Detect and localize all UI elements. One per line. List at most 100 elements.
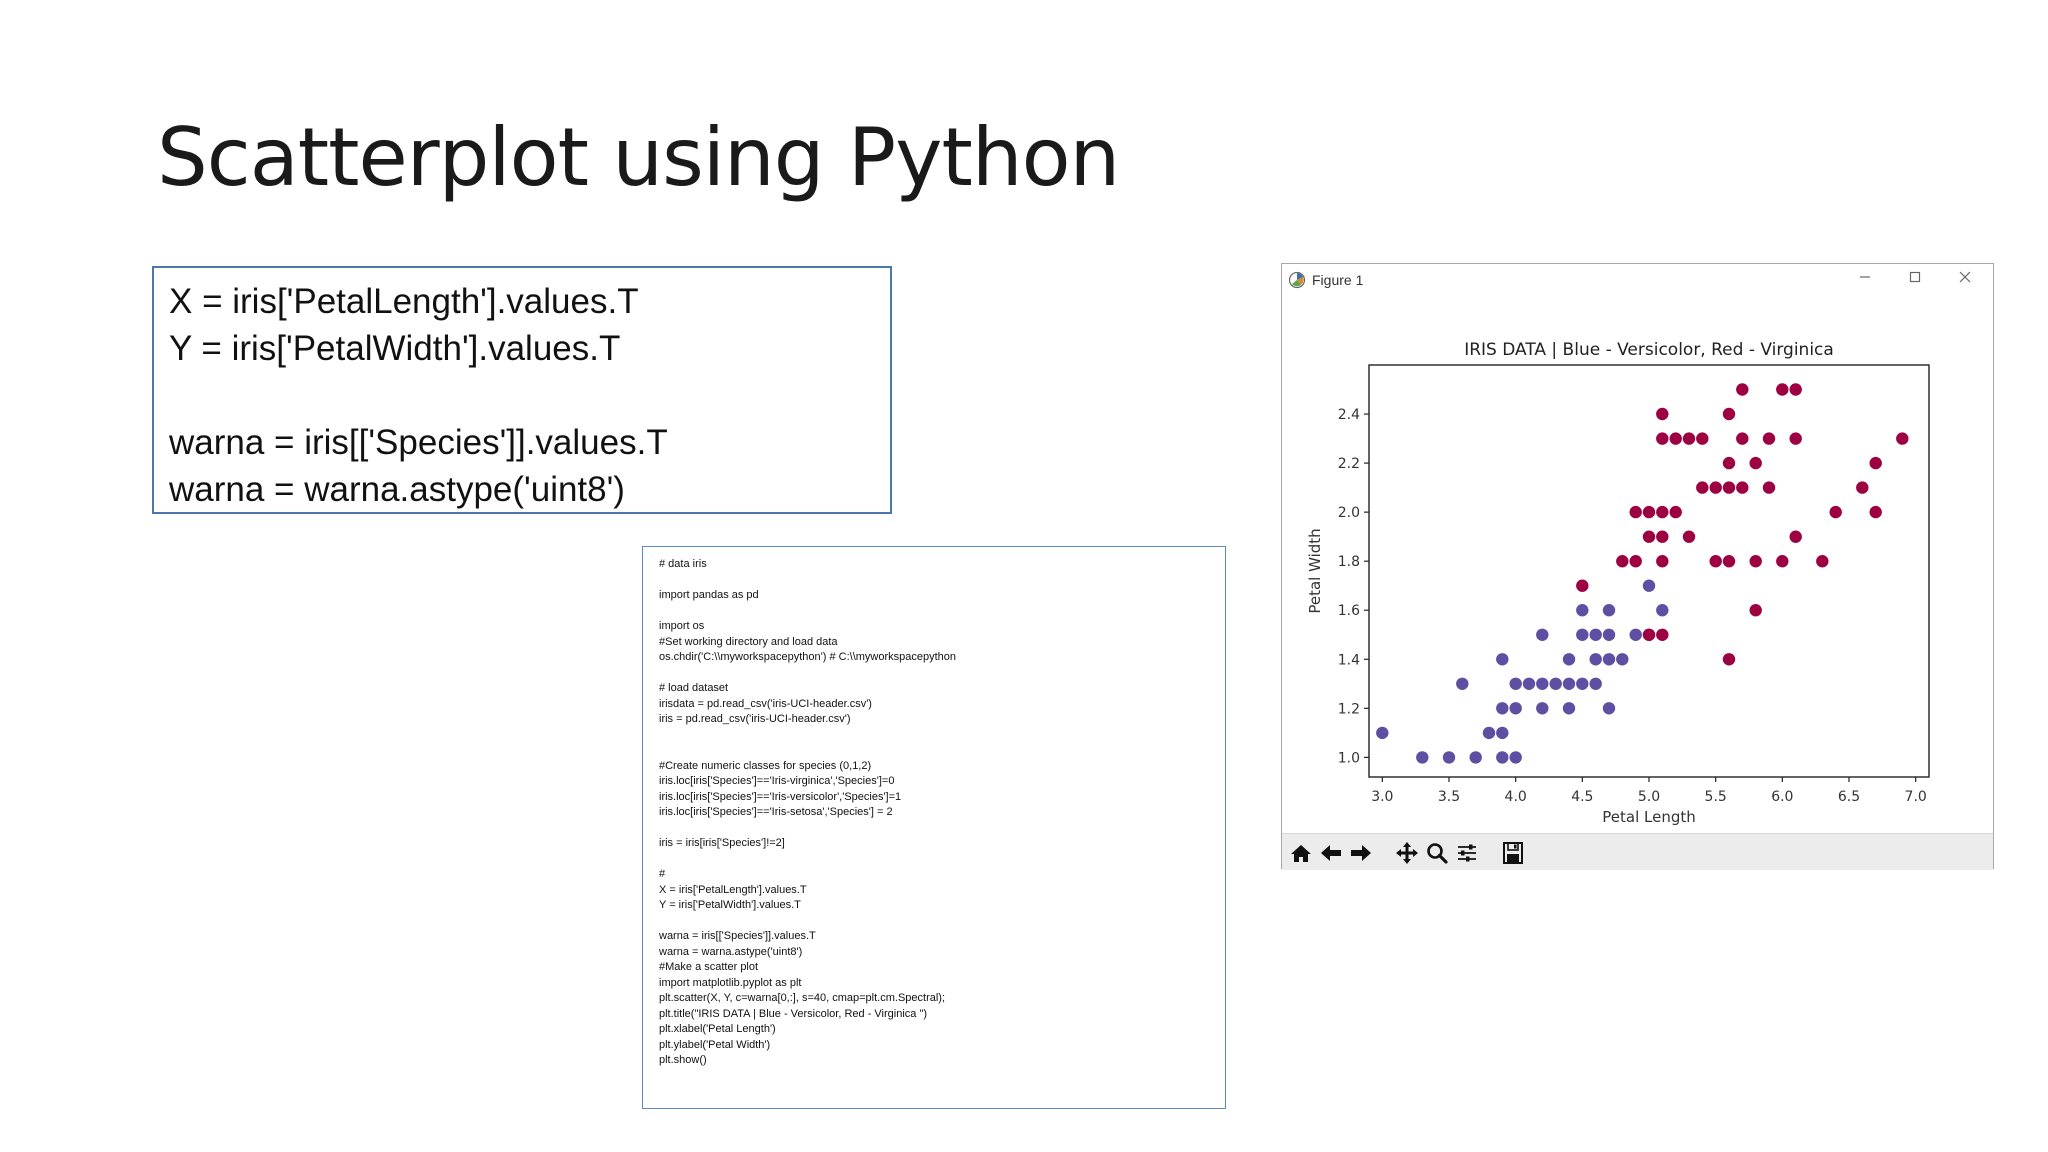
back-arrow-icon	[1321, 845, 1341, 861]
forward-button[interactable]	[1346, 839, 1376, 867]
maximize-button[interactable]	[1892, 267, 1938, 291]
home-button[interactable]	[1286, 839, 1316, 867]
data-point	[1496, 726, 1509, 740]
y-tick-label: 2.0	[1338, 505, 1360, 521]
data-point	[1496, 653, 1509, 666]
back-button[interactable]	[1316, 839, 1346, 867]
data-point	[1629, 555, 1642, 568]
data-point	[1442, 751, 1456, 764]
data-point	[1602, 604, 1616, 617]
data-point	[1869, 456, 1882, 470]
data-point	[1656, 555, 1669, 568]
data-point	[1536, 677, 1549, 690]
x-tick-label: 6.0	[1771, 789, 1793, 805]
data-point	[1722, 555, 1736, 568]
code-line	[659, 914, 1225, 930]
code-line: #Set working directory and load data	[659, 635, 838, 648]
x-tick-label: 4.5	[1571, 789, 1593, 805]
code-line: Y = iris['PetalWidth'].values.T	[169, 329, 621, 368]
data-point	[1509, 677, 1522, 690]
data-point	[1522, 677, 1536, 690]
pan-icon	[1396, 842, 1418, 864]
zoom-button[interactable]	[1422, 839, 1452, 867]
data-point	[1509, 751, 1522, 764]
y-tick-label: 1.4	[1338, 652, 1360, 668]
code-line	[659, 666, 1225, 682]
data-point	[1589, 653, 1602, 666]
close-button[interactable]	[1942, 267, 1988, 291]
code-line: warna = warna.astype('uint8')	[169, 470, 625, 509]
chart-title: IRIS DATA | Blue - Versicolor, Red - Vir…	[1464, 340, 1834, 360]
data-point	[1536, 702, 1549, 715]
data-point	[1589, 628, 1602, 641]
y-tick-label: 2.2	[1338, 456, 1360, 472]
data-point	[1722, 407, 1736, 421]
code-line: Y = iris['PetalWidth'].values.T	[659, 899, 801, 911]
data-point	[1576, 579, 1589, 592]
data-point	[1616, 555, 1629, 568]
figure-title: Figure 1	[1312, 272, 1364, 288]
data-point	[1789, 432, 1802, 445]
data-point	[1656, 604, 1669, 617]
code-line: warna = warna.astype('uint8')	[659, 945, 803, 958]
y-tick-label: 1.8	[1338, 554, 1360, 570]
data-point	[1509, 702, 1522, 715]
y-tick-label: 2.4	[1338, 407, 1360, 423]
x-axis-label: Petal Length	[1602, 808, 1696, 826]
x-tick-label: 3.0	[1371, 789, 1393, 805]
data-point	[1629, 628, 1642, 641]
save-button[interactable]	[1498, 839, 1528, 867]
data-point	[1776, 555, 1789, 568]
data-point	[1656, 530, 1669, 543]
data-point	[1642, 579, 1656, 592]
data-point	[1736, 383, 1749, 396]
data-point	[1789, 383, 1802, 396]
close-icon	[1959, 271, 1971, 283]
data-point	[1642, 530, 1656, 543]
data-point	[1656, 505, 1669, 519]
figure-toolbar	[1282, 833, 1993, 870]
data-point	[1722, 456, 1736, 470]
code-line: warna = iris[['Species']].values.T	[659, 930, 816, 942]
code-line	[659, 728, 1225, 744]
data-point	[1749, 555, 1762, 568]
data-point	[1656, 628, 1669, 641]
y-axis-label: Petal Width	[1306, 528, 1324, 613]
data-point	[1656, 407, 1669, 421]
data-point	[1669, 505, 1682, 519]
code-line: import matplotlib.pyplot as plt	[659, 976, 802, 989]
data-point	[1576, 677, 1589, 690]
code-line	[659, 604, 1225, 620]
x-tick-label: 5.0	[1638, 789, 1660, 805]
full-code-listing: # data iris import pandas as pd import os #…	[642, 546, 1226, 1109]
x-tick-label: 4.0	[1505, 789, 1527, 805]
code-line: import os	[659, 620, 705, 632]
code-line	[659, 743, 1225, 759]
data-point	[1456, 677, 1469, 690]
code-line: #	[659, 868, 666, 880]
minimize-button[interactable]	[1842, 267, 1888, 291]
data-point	[1629, 505, 1642, 519]
plot-frame	[1368, 364, 1930, 778]
code-line: # data iris	[659, 558, 707, 570]
code-line: iris.loc[iris['Species']=='Iris-virginic…	[659, 775, 895, 787]
subplots-button[interactable]	[1452, 839, 1482, 867]
data-point	[1696, 432, 1709, 445]
data-point	[1576, 628, 1589, 641]
zoom-icon	[1427, 843, 1448, 864]
pan-button[interactable]	[1392, 839, 1422, 867]
code-line: warna = iris[['Species']].values.T	[169, 423, 668, 462]
data-point	[1602, 702, 1616, 715]
code-line: iris = pd.read_csv('iris-UCI-header.csv'…	[659, 713, 851, 725]
figure-titlebar[interactable]: Figure 1	[1282, 264, 1993, 294]
data-point	[1496, 751, 1509, 764]
code-line: iris.loc[iris['Species']=='Iris-versicol…	[659, 790, 902, 803]
data-point	[1576, 604, 1589, 617]
code-line: #Make a scatter plot	[659, 961, 759, 973]
slide-title: Scatterplot using Python	[157, 111, 1120, 204]
code-line: iris = iris[iris['Species']!=2]	[659, 837, 785, 849]
data-point	[1562, 702, 1576, 715]
data-point	[1709, 555, 1722, 568]
data-point	[1722, 481, 1736, 494]
data-point	[1469, 751, 1482, 764]
